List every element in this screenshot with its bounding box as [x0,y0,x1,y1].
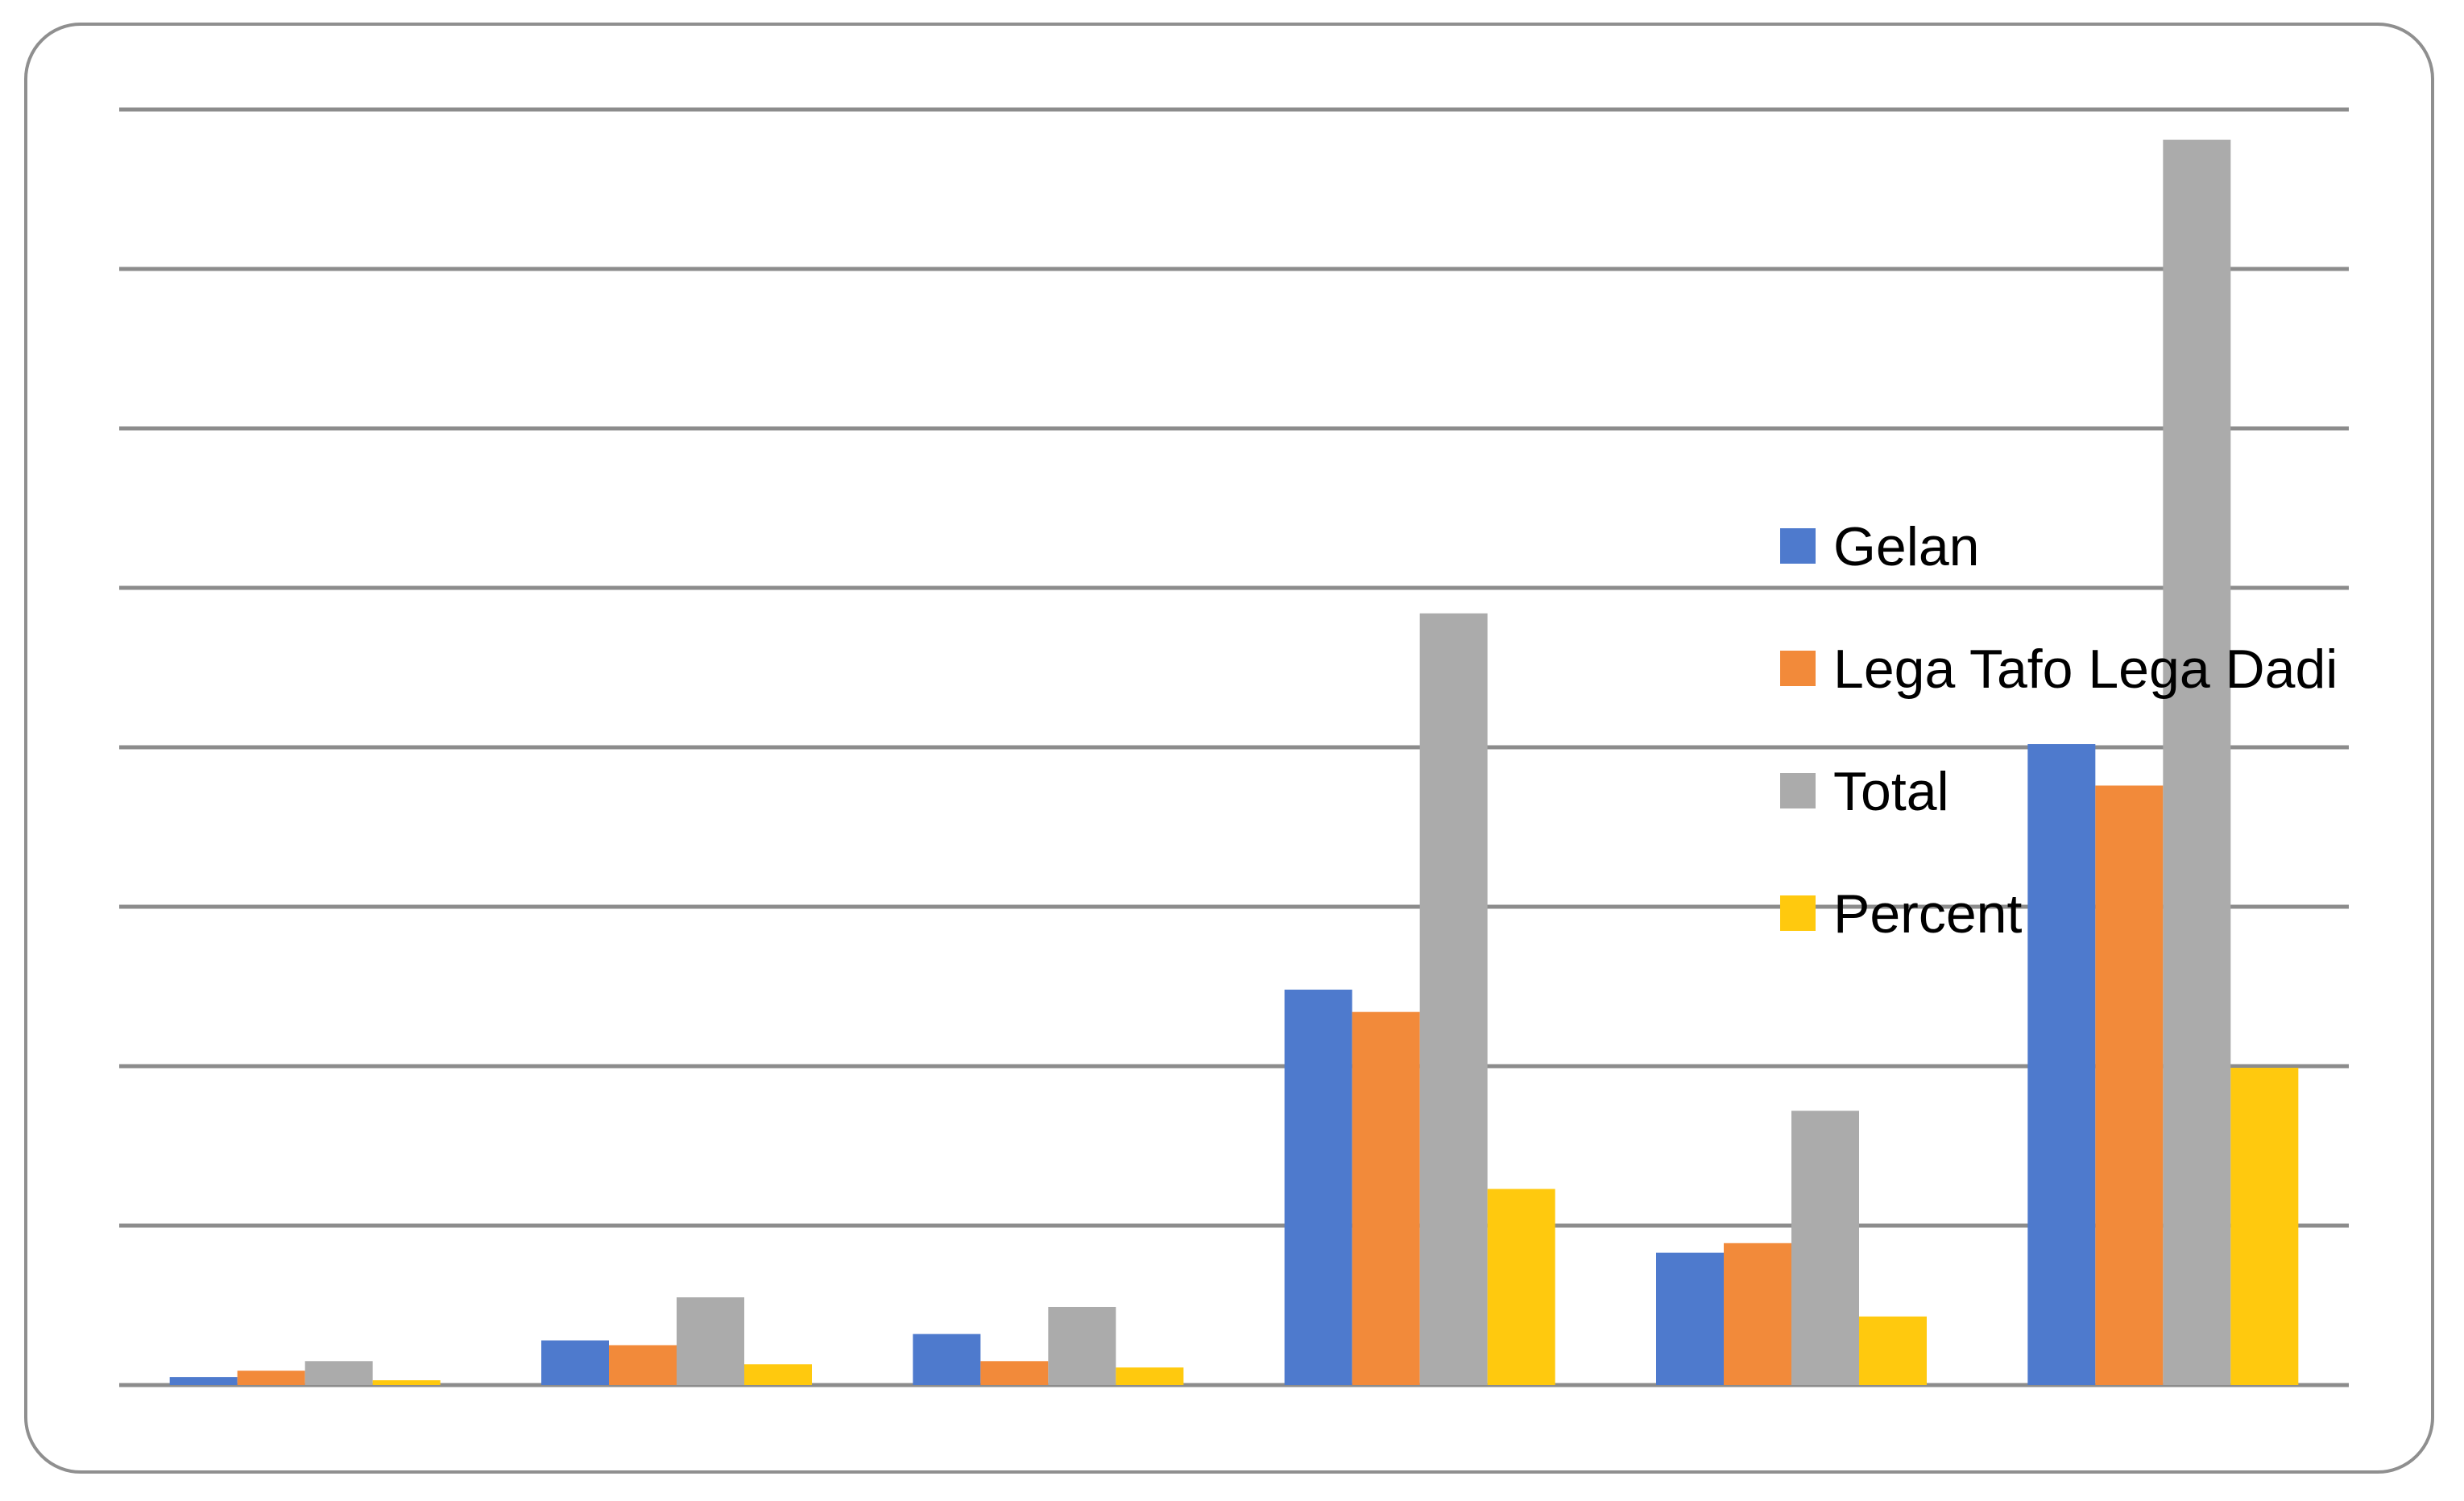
legend-label-gelan: Gelan [1833,516,1979,577]
bar-lega-tafo-lega-dadi-5 [1724,1243,1791,1385]
bar-gelan-5 [1656,1252,1724,1385]
legend-label-percent: Percent [1833,883,2022,945]
bar-percent-5 [1859,1316,1927,1385]
legend-label-total: Total [1833,761,1949,822]
bar-percent-4 [1487,1189,1555,1385]
bar-lega-tafo-lega-dadi-4 [1352,1011,1420,1385]
bar-lega-tafo-lega-dadi-6 [2095,785,2164,1385]
legend-swatch-lega-tafo-lega-dadi [1780,651,1816,686]
bar-percent-1 [372,1380,441,1385]
bar-lega-tafo-lega-dadi-1 [237,1371,305,1385]
bar-total-2 [677,1297,744,1385]
bar-total-5 [1791,1110,1859,1385]
bar-lega-tafo-lega-dadi-2 [609,1345,677,1385]
bar-total-6 [2163,139,2231,1385]
bar-gelan-3 [913,1334,981,1385]
legend-swatch-gelan [1780,528,1816,564]
bar-percent-2 [744,1364,812,1385]
bar-total-3 [1048,1306,1116,1385]
bar-gelan-4 [1284,989,1352,1385]
bar-gelan-1 [169,1377,238,1385]
bar-gelan-2 [541,1340,609,1385]
gridlines [119,107,2349,1387]
legend-swatch-total [1780,773,1816,808]
legend-swatch-percent [1780,895,1816,931]
bar-percent-3 [1116,1367,1184,1385]
bar-gelan-6 [2027,744,2096,1385]
bars [169,139,2299,1385]
bar-total-1 [304,1361,373,1385]
bar-percent-6 [2230,1067,2299,1385]
bar-lega-tafo-lega-dadi-3 [980,1361,1049,1385]
bar-total-4 [1419,613,1488,1385]
legend: Gelan Lega Tafo Lega Dadi Total Percent [1780,516,2338,945]
legend-label-lega-tafo-lega-dadi: Lega Tafo Lega Dadi [1833,639,2338,700]
